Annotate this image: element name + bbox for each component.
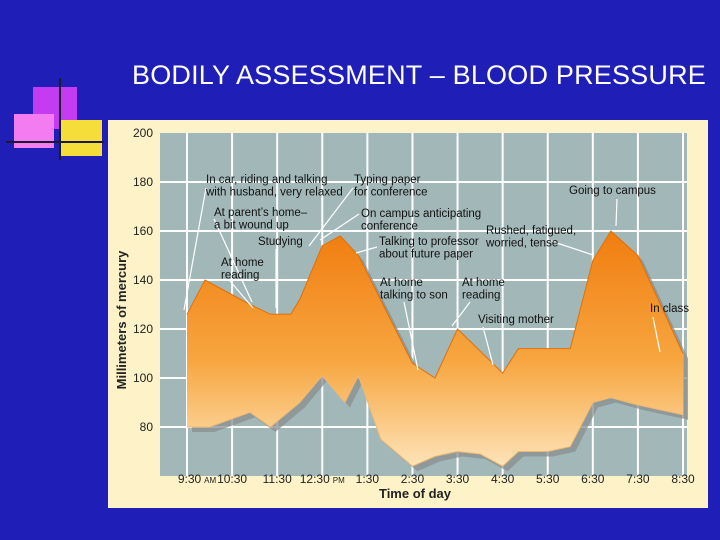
slide-title: BODILY ASSESSMENT – BLOOD PRESSURE xyxy=(132,60,706,90)
annotation-leader xyxy=(403,301,419,371)
x-tick-label: 11:30 xyxy=(263,472,292,486)
x-tick-label: 7:30 xyxy=(626,472,650,486)
blood-pressure-band xyxy=(187,231,683,467)
annotation-line: a bit wound up xyxy=(214,220,289,232)
x-tick-suffix: AM xyxy=(204,476,216,485)
x-tick-label: 2:30 xyxy=(401,472,425,486)
y-tick-label: 100 xyxy=(133,371,153,385)
y-axis-label: Millimeters of mercury xyxy=(114,250,129,389)
annotation-line: Studying xyxy=(258,236,303,248)
x-tick-label: 5:30 xyxy=(536,472,560,486)
blood-pressure-chart: 80 100 120 140 160 180 200 9:30 AM 10:30 11:30 12:… xyxy=(114,126,695,501)
annotation-line: In class xyxy=(650,303,689,315)
annotation-line: At parent’s home– xyxy=(214,207,308,219)
annotation-line: Visiting mother xyxy=(478,314,554,326)
x-axis-label: Time of day xyxy=(379,486,452,501)
annotation-typing: Typing paper for conference xyxy=(354,174,428,199)
annotation-inclass: In class xyxy=(650,303,689,315)
annotation-leader xyxy=(615,198,618,227)
y-tick-label: 180 xyxy=(133,175,153,189)
y-tick-label: 120 xyxy=(133,322,153,336)
annotation-leader xyxy=(183,187,207,311)
chart-panel: 80 100 120 140 160 180 200 9:30 AM 10:30 11:30 12:… xyxy=(108,120,708,508)
annotation-line: At home xyxy=(462,277,505,289)
annotation-line: At home xyxy=(221,257,264,269)
deco-yellow-square xyxy=(60,120,102,156)
x-tick-label: 4:30 xyxy=(491,472,515,486)
annotation-car: In car, riding and talking with husband, … xyxy=(205,174,343,199)
annotation-son: At home talking to son xyxy=(380,277,448,302)
annotation-leader xyxy=(482,326,494,366)
y-tick-label: 140 xyxy=(133,273,153,287)
annotation-leader xyxy=(355,246,378,254)
y-tick-label: 200 xyxy=(133,126,153,140)
annotation-line: worried, tense xyxy=(485,238,558,250)
annotation-leader xyxy=(229,280,254,309)
annotation-leader xyxy=(451,301,471,327)
annotation-line: with husband, very relaxed xyxy=(205,187,343,199)
annotation-line: At home xyxy=(380,277,423,289)
x-tick-label: 8:30 xyxy=(671,472,695,486)
annotation-line: Talking to professor xyxy=(379,236,479,248)
x-tick-label: 6:30 xyxy=(581,472,605,486)
annotation-leader xyxy=(308,187,354,247)
annotation-leader xyxy=(319,213,360,241)
annotation-leader xyxy=(213,218,253,303)
y-tick-label: 160 xyxy=(133,224,153,238)
series-line-diastolic xyxy=(187,374,684,467)
annotation-professor: Talking to professor about future paper xyxy=(379,236,479,261)
annotation-line: for conference xyxy=(354,187,428,199)
series-line-systolic xyxy=(186,230,684,379)
x-tick-label: 10:30 xyxy=(217,472,247,486)
annotation-line: On campus anticipating xyxy=(361,208,481,220)
annotation-line: talking to son xyxy=(380,290,448,302)
annotation-line: reading xyxy=(462,290,500,302)
annotation-mother: Visiting mother xyxy=(478,314,554,326)
annotation-studying: Studying xyxy=(258,236,303,248)
annotation-line: Going to campus xyxy=(569,185,656,197)
annotation-line: Typing paper xyxy=(354,174,421,186)
decorative-squares xyxy=(6,78,104,160)
x-tick-suffix: PM xyxy=(333,476,345,485)
annotation-rushed: Rushed, fatigued, worried, tense xyxy=(485,225,576,250)
annotation-home1: At home reading xyxy=(221,257,264,282)
annotation-line: conference xyxy=(361,221,418,233)
annotation-leader xyxy=(547,239,594,256)
annotation-campus: On campus anticipating conference xyxy=(361,208,481,233)
annotation-going: Going to campus xyxy=(569,185,656,197)
x-tick-label: 9:30 AM xyxy=(178,472,217,486)
y-tick-label: 80 xyxy=(140,420,154,434)
x-tick-label: 3:30 xyxy=(446,472,470,486)
annotation-line: about future paper xyxy=(379,249,473,261)
annotation-line: reading xyxy=(221,270,259,282)
x-tick-label: 1:30 xyxy=(356,472,380,486)
annotation-line: Rushed, fatigued, xyxy=(486,225,576,237)
x-tick-label: 12:30 PM xyxy=(300,472,345,486)
annotation-leader xyxy=(652,316,661,353)
annotation-line: In car, riding and talking xyxy=(206,174,327,186)
annotation-parents: At parent’s home– a bit wound up xyxy=(214,207,308,232)
annotation-home2: At home reading xyxy=(462,277,505,302)
